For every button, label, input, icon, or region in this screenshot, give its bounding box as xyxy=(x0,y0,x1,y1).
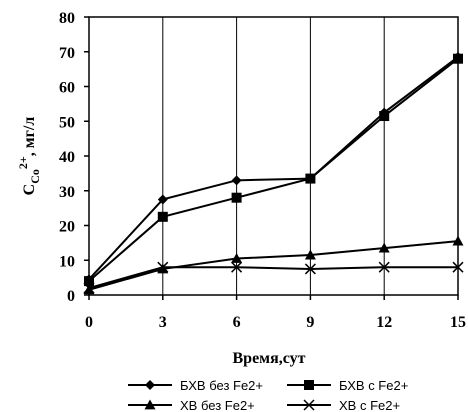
y-tick-label: 0 xyxy=(67,288,75,305)
y-axis-title-sup: 2+ xyxy=(16,156,30,169)
legend-label: БХВ без Fe2+ xyxy=(180,378,263,393)
y-tick-label: 10 xyxy=(59,253,75,270)
data-point-x xyxy=(304,263,316,275)
data-point-x xyxy=(231,261,243,273)
data-point-square xyxy=(304,380,314,390)
data-point-diamond xyxy=(453,51,463,62)
plot-area-frame xyxy=(88,16,459,296)
series-line xyxy=(88,56,459,281)
data-point-diamond xyxy=(231,175,242,186)
series-line xyxy=(88,57,459,282)
x-tick-label: 15 xyxy=(450,314,466,331)
data-point-diamond xyxy=(305,173,316,184)
x-axis-title: Время,сут xyxy=(233,350,306,367)
data-point-triangle xyxy=(378,242,390,253)
data-point-x xyxy=(303,399,315,411)
x-tick-label: 3 xyxy=(159,314,167,331)
series xyxy=(83,261,464,294)
series-line xyxy=(88,240,459,291)
data-point-triangle xyxy=(452,235,464,246)
data-point-triangle xyxy=(144,399,156,410)
legend-item: ХВ с Fe2+ xyxy=(287,398,400,412)
data-point-x xyxy=(378,261,390,273)
legend: БХВ без Fe2+ БХВ с Fe2+ ХВ без Fe2+ ХВ с Fe… xyxy=(128,378,408,412)
legend-label: ХВ с Fe2+ xyxy=(339,398,400,412)
grid-lines xyxy=(162,17,385,295)
data-point-square xyxy=(231,192,242,203)
series xyxy=(84,53,463,287)
y-axis-title-sub: Co xyxy=(28,169,42,184)
y-axis-ticks: 0 10 20 30 40 50 60 70 80 xyxy=(59,10,89,305)
y-tick-label: 20 xyxy=(59,219,75,236)
y-tick-label: 30 xyxy=(59,184,75,201)
series-line xyxy=(88,266,458,290)
series-group xyxy=(83,51,464,295)
x-tick-label: 0 xyxy=(85,314,93,331)
x-tick-label: 6 xyxy=(233,314,241,331)
data-point-triangle xyxy=(231,253,243,263)
y-axis-title: CCo2+, мг/л xyxy=(16,117,42,196)
data-point-square xyxy=(157,211,168,222)
legend-item: ХВ без Fe2+ xyxy=(128,398,255,412)
y-axis-title-main: C xyxy=(21,184,38,196)
legend-item: БХВ с Fe2+ xyxy=(287,378,408,393)
y-tick-label: 60 xyxy=(59,80,75,97)
y-tick-label: 80 xyxy=(59,10,75,27)
y-axis-title-rest: , мг/л xyxy=(21,117,38,157)
x-axis-ticks: 0 3 6 9 12 15 xyxy=(85,295,466,331)
y-tick-label: 50 xyxy=(59,114,75,131)
legend-item: БХВ без Fe2+ xyxy=(128,378,263,393)
data-point-diamond xyxy=(84,274,94,285)
data-point-diamond xyxy=(145,380,155,390)
series xyxy=(84,51,463,285)
legend-label: ХВ без Fe2+ xyxy=(180,398,255,412)
data-point-triangle xyxy=(157,263,169,274)
data-point-diamond xyxy=(157,194,168,205)
legend-label: БХВ с Fe2+ xyxy=(339,378,408,393)
x-tick-label: 9 xyxy=(306,314,314,331)
svg-text:CCo2+, мг/л: CCo2+, мг/л xyxy=(16,117,42,196)
data-point-x xyxy=(452,261,464,273)
y-tick-label: 70 xyxy=(59,45,75,62)
series xyxy=(83,235,464,295)
data-point-triangle xyxy=(83,284,95,295)
data-point-triangle xyxy=(304,249,316,260)
x-tick-label: 12 xyxy=(376,314,392,331)
y-tick-label: 40 xyxy=(59,149,75,166)
data-point-diamond xyxy=(379,107,390,118)
